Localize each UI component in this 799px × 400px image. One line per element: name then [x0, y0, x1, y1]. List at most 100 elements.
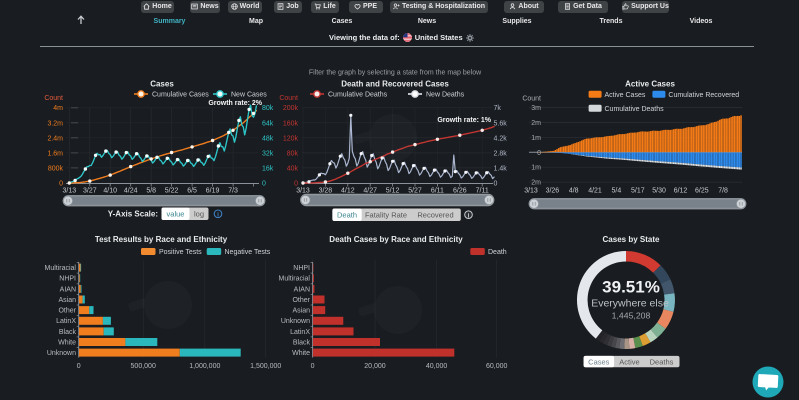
- svg-text:Multiracial: Multiracial: [44, 265, 76, 272]
- svg-text:7/11: 7/11: [476, 188, 489, 195]
- svg-text:1,000,000: 1,000,000: [189, 363, 220, 370]
- svg-text:Test Results by Race and Ethni: Test Results by Race and Ethnicity: [95, 235, 228, 244]
- svg-text:6/5: 6/5: [187, 188, 197, 195]
- svg-text:2.8k: 2.8k: [494, 150, 508, 157]
- svg-text:New Deaths: New Deaths: [426, 92, 465, 99]
- svg-text:Cumulative Deaths: Cumulative Deaths: [328, 92, 388, 99]
- svg-text:80k: 80k: [262, 105, 274, 112]
- svg-text:Death: Death: [488, 249, 507, 256]
- svg-text:New Cases: New Cases: [231, 92, 267, 99]
- svg-text:0: 0: [77, 363, 81, 370]
- svg-text:Death and Recovered Cases: Death and Recovered Cases: [341, 80, 449, 89]
- svg-text:2.4m: 2.4m: [47, 135, 63, 142]
- svg-text:Fatality Rate: Fatality Rate: [365, 211, 407, 220]
- svg-text:5/17: 5/17: [631, 188, 645, 195]
- svg-text:Y-Axis Scale:: Y-Axis Scale:: [108, 210, 158, 219]
- svg-text:Other: Other: [58, 308, 76, 315]
- svg-text:3m: 3m: [531, 105, 541, 112]
- svg-text:Cumulative Cases: Cumulative Cases: [152, 92, 209, 99]
- svg-text:4m: 4m: [53, 105, 63, 112]
- svg-text:Active Cases: Active Cases: [605, 92, 646, 99]
- svg-text:0: 0: [494, 181, 498, 188]
- svg-text:i: i: [217, 212, 219, 219]
- svg-text:6/26: 6/26: [453, 188, 467, 195]
- svg-text:Asian: Asian: [58, 297, 76, 304]
- svg-text:value: value: [167, 210, 185, 219]
- svg-text:80k: 80k: [287, 150, 299, 157]
- svg-text:1,445,208: 1,445,208: [612, 311, 651, 321]
- svg-text:Multiracial: Multiracial: [278, 276, 310, 283]
- svg-text:Everywhere else: Everywhere else: [591, 298, 669, 310]
- svg-text:3/13: 3/13: [296, 188, 310, 195]
- svg-text:Unknown: Unknown: [47, 350, 76, 357]
- svg-text:Cases by State: Cases by State: [603, 235, 660, 244]
- svg-text:Black: Black: [59, 329, 77, 336]
- svg-text:Growth rate: 2%: Growth rate: 2%: [208, 100, 262, 107]
- svg-text:Active: Active: [619, 357, 639, 366]
- svg-text:4/24: 4/24: [124, 188, 138, 195]
- svg-text:39.51%: 39.51%: [602, 278, 660, 297]
- svg-text:4/10: 4/10: [103, 188, 117, 195]
- svg-text:4/12: 4/12: [341, 188, 355, 195]
- svg-text:16k: 16k: [262, 165, 274, 172]
- svg-text:20,000: 20,000: [364, 363, 386, 370]
- svg-text:5/30: 5/30: [652, 188, 666, 195]
- svg-text:0: 0: [262, 181, 266, 188]
- svg-text:6/19: 6/19: [206, 188, 220, 195]
- svg-text:0: 0: [294, 181, 298, 188]
- svg-text:2m: 2m: [531, 120, 541, 127]
- svg-text:Filter the graph by selecting: Filter the graph by selecting a state fr…: [309, 70, 482, 77]
- svg-text:i: i: [468, 213, 470, 220]
- svg-text:0: 0: [59, 181, 63, 188]
- svg-text:LatinX: LatinX: [290, 329, 310, 336]
- svg-text:Cumulative Deaths: Cumulative Deaths: [605, 106, 665, 113]
- svg-text:6/12: 6/12: [674, 188, 688, 195]
- svg-text:Other: Other: [292, 297, 310, 304]
- svg-text:6/25: 6/25: [695, 188, 709, 195]
- svg-text:3/13: 3/13: [524, 188, 538, 195]
- svg-text:1.6m: 1.6m: [47, 150, 63, 157]
- svg-text:NHPI: NHPI: [293, 265, 310, 272]
- svg-text:4/8: 4/8: [569, 188, 579, 195]
- svg-text:log: log: [194, 210, 204, 219]
- svg-text:4.2k: 4.2k: [494, 135, 508, 142]
- svg-text:5/22: 5/22: [165, 188, 179, 195]
- svg-text:LatinX: LatinX: [56, 318, 76, 325]
- svg-text:1.4k: 1.4k: [494, 165, 508, 172]
- svg-text:5.6k: 5.6k: [494, 120, 508, 127]
- svg-text:Count: Count: [279, 95, 298, 102]
- svg-text:6/11: 6/11: [431, 188, 444, 195]
- svg-text:Death: Death: [337, 211, 357, 220]
- svg-text:500,000: 500,000: [131, 363, 156, 370]
- svg-text:60,000: 60,000: [486, 363, 508, 370]
- svg-text:Count: Count: [44, 95, 63, 102]
- svg-text:0: 0: [537, 150, 541, 157]
- svg-text:Cases: Cases: [150, 80, 174, 89]
- svg-text:200k: 200k: [283, 105, 299, 112]
- svg-text:Active Cases: Active Cases: [625, 80, 675, 89]
- svg-text:AIAN: AIAN: [60, 286, 76, 293]
- svg-text:7k: 7k: [494, 105, 502, 112]
- svg-text:1m: 1m: [531, 165, 541, 172]
- svg-text:AIAN: AIAN: [294, 286, 310, 293]
- svg-text:Deaths: Deaths: [650, 357, 674, 366]
- svg-text:5/8: 5/8: [146, 188, 156, 195]
- svg-text:3/26: 3/26: [546, 188, 560, 195]
- svg-text:3/27: 3/27: [83, 188, 97, 195]
- svg-text:2m: 2m: [531, 180, 541, 187]
- svg-text:5/12: 5/12: [386, 188, 400, 195]
- svg-text:160k: 160k: [283, 120, 299, 127]
- svg-text:Asian: Asian: [292, 308, 310, 315]
- svg-text:White: White: [58, 340, 76, 347]
- svg-text:Cases: Cases: [588, 357, 610, 366]
- svg-text:Unknown: Unknown: [281, 318, 310, 325]
- svg-text:Count: Count: [522, 96, 541, 103]
- svg-text:Recovered: Recovered: [417, 211, 453, 220]
- svg-text:5/27: 5/27: [408, 188, 422, 195]
- svg-text:1,500,000: 1,500,000: [250, 363, 281, 370]
- svg-text:0: 0: [311, 363, 315, 370]
- svg-text:Growth rate: 1%: Growth rate: 1%: [437, 117, 491, 124]
- svg-text:7/8: 7/8: [718, 188, 728, 195]
- svg-text:64k: 64k: [262, 120, 274, 127]
- svg-text:7/3: 7/3: [228, 188, 238, 195]
